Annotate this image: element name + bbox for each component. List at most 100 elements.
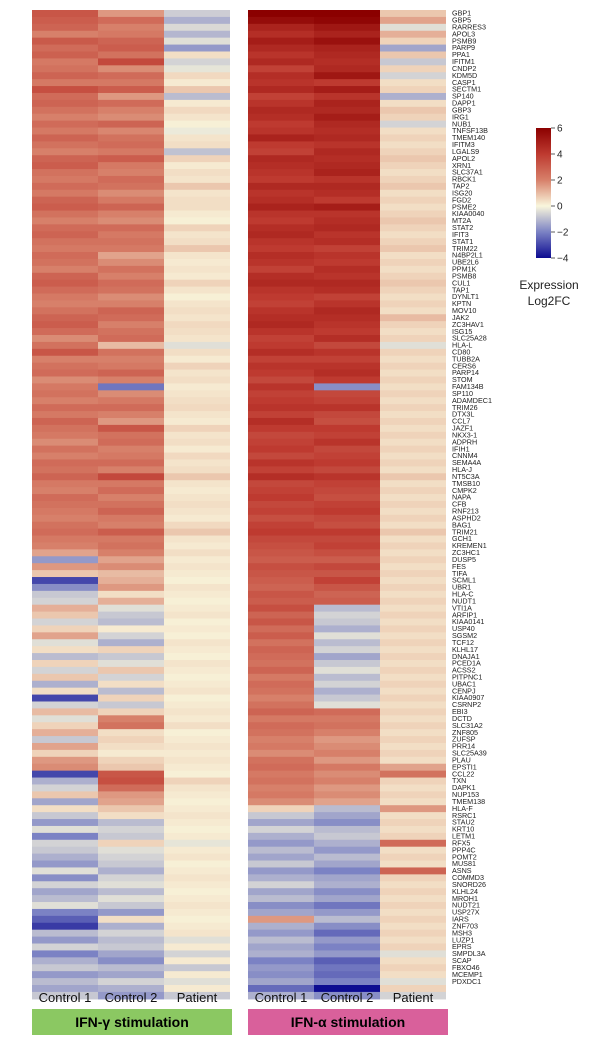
heatmap-cell-gamma-CASP1-2	[164, 79, 230, 87]
heatmap-cell-gamma-ZC3HAV1-2	[164, 321, 230, 329]
heatmap-cell-alpha-DUSP5-1	[314, 556, 380, 564]
heatmap-cell-gamma-SLC31A2-0	[32, 722, 98, 730]
heatmap-cell-gamma-CENPJ-1	[98, 687, 164, 696]
heatmap-cell-gamma-FGD2-2	[164, 196, 230, 205]
heatmap-cell-alpha-ARFIP1-0	[248, 611, 314, 620]
heatmap-cell-gamma-JAZF1-2	[164, 424, 230, 433]
heatmap-cell-alpha-TCF12-0	[248, 639, 314, 647]
heatmap-cell-alpha-ACSS2-2	[380, 666, 446, 675]
heatmap-cell-gamma-SMPDL3A-1	[98, 950, 164, 958]
heatmap-cell-gamma-RFX5-0	[32, 839, 98, 848]
gene-label-PCED1A: PCED1A	[452, 659, 481, 668]
heatmap-cell-gamma-TAP2-1	[98, 182, 164, 191]
heatmap-cell-alpha-RNF213-1	[314, 507, 380, 516]
heatmap-cell-alpha-NAPA-1	[314, 494, 380, 502]
heatmap-cell-alpha-STOM-0	[248, 376, 314, 385]
heatmap-cell-gamma-SLC25A39-1	[98, 749, 164, 758]
heatmap-cell-gamma-SLC25A28-2	[164, 335, 230, 343]
heatmap-cell-alpha-ASPHD2-1	[314, 514, 380, 523]
heatmap-cell-gamma-DTX3L-0	[32, 411, 98, 419]
heatmap-cell-gamma-TMEM138-1	[98, 798, 164, 806]
heatmap-cell-alpha-TRIM26-2	[380, 404, 446, 412]
heatmap-cell-alpha-MT2A-2	[380, 217, 446, 225]
heatmap-cell-alpha-ARFIP1-1	[314, 611, 380, 620]
heatmap-cell-gamma-KREMEN1-0	[32, 542, 98, 550]
heatmap-cell-alpha-CFB-1	[314, 500, 380, 509]
heatmap-cell-alpha-KPTN-2	[380, 300, 446, 308]
heatmap-cell-alpha-ISG20-1	[314, 189, 380, 198]
heatmap-cell-alpha-TCF12-2	[380, 639, 446, 647]
heatmap-cell-gamma-RARRES3-2	[164, 23, 230, 32]
heatmap-cell-gamma-ISG20-2	[164, 189, 230, 198]
heatmap-cell-gamma-APOL3-1	[98, 30, 164, 39]
gene-label-DUSP5: DUSP5	[452, 555, 476, 564]
sample-label-alpha-1: Control 2	[321, 990, 374, 1005]
heatmap-cell-alpha-IARS-2	[380, 915, 446, 924]
heatmap-cell-gamma-PCED1A-2	[164, 660, 230, 668]
heatmap-cell-gamma-TXN-0	[32, 777, 98, 786]
heatmap-cell-gamma-CCL7-0	[32, 417, 98, 426]
heatmap-cell-alpha-ACSS2-1	[314, 666, 380, 675]
heatmap-cell-gamma-MCEMP1-0	[32, 971, 98, 979]
heatmap-cell-alpha-FBXO46-1	[314, 964, 380, 972]
heatmap-cell-alpha-DUSP5-2	[380, 556, 446, 564]
heatmap-cell-gamma-FAM134B-0	[32, 383, 98, 391]
heatmap-cell-gamma-IARS-0	[32, 915, 98, 924]
heatmap-cell-gamma-SCML1-1	[98, 577, 164, 585]
heatmap-cell-alpha-VTI1A-0	[248, 604, 314, 613]
heatmap-cell-gamma-TRIM21-1	[98, 528, 164, 537]
gene-label-SP110: SP110	[452, 389, 473, 398]
heatmap-cell-alpha-KIAA0141-0	[248, 618, 314, 627]
gene-label-ZC3HC1: ZC3HC1	[452, 548, 480, 557]
heatmap-cell-gamma-FAM134B-2	[164, 383, 230, 391]
ifn-alpha-panel	[248, 10, 446, 1000]
heatmap-cell-alpha-USP27X-1	[314, 908, 380, 917]
heatmap-cell-alpha-TAP1-1	[314, 286, 380, 295]
heatmap-cell-gamma-POMT2-1	[98, 853, 164, 862]
gene-label-COMMD3: COMMD3	[452, 873, 484, 882]
gene-label-FBXO46: FBXO46	[452, 963, 480, 972]
gene-label-TMSB10: TMSB10	[452, 479, 480, 488]
heatmap-cell-alpha-DCTD-1	[314, 715, 380, 723]
gene-label-SMPDL3A: SMPDL3A	[452, 949, 486, 958]
heatmap-cell-gamma-CMPK2-2	[164, 487, 230, 495]
heatmap-cell-alpha-UBE2L6-0	[248, 258, 314, 267]
heatmap-cell-alpha-APOL3-1	[314, 30, 380, 39]
heatmap-cell-gamma-MCEMP1-1	[98, 971, 164, 979]
gene-label-CMPK2: CMPK2	[452, 486, 477, 495]
heatmap-cell-gamma-ZUFSP-0	[32, 736, 98, 744]
heatmap-cell-gamma-IFITM3-2	[164, 141, 230, 149]
heatmap-cell-gamma-TRIM26-0	[32, 404, 98, 412]
gene-label-N4BP2L1: N4BP2L1	[452, 251, 483, 260]
heatmap-cell-gamma-GBP3-2	[164, 106, 230, 115]
heatmap-cell-gamma-SGSM2-0	[32, 632, 98, 640]
heatmap-cell-alpha-GCH1-0	[248, 535, 314, 544]
heatmap-cell-alpha-CNNM4-2	[380, 452, 446, 461]
heatmap-cell-alpha-POMT2-2	[380, 853, 446, 862]
heatmap-cell-gamma-VTI1A-0	[32, 604, 98, 613]
gene-label-MROH1: MROH1	[452, 894, 478, 903]
gene-label-CSRNP2: CSRNP2	[452, 700, 481, 709]
heatmap-cell-gamma-POMT2-0	[32, 853, 98, 862]
heatmap-cell-alpha-ZNF703-2	[380, 922, 446, 931]
heatmap-cell-gamma-KLHL17-1	[98, 646, 164, 654]
heatmap-cell-alpha-NUDT21-0	[248, 902, 314, 910]
heatmap-cell-alpha-PPP4C-0	[248, 846, 314, 855]
heatmap-cell-gamma-SGSM2-2	[164, 632, 230, 640]
heatmap-cell-alpha-TMEM140-2	[380, 134, 446, 142]
gene-label-PITPNC1: PITPNC1	[452, 673, 482, 682]
gene-label-ZNF805: ZNF805	[452, 728, 478, 737]
heatmap-cell-gamma-APOL2-2	[164, 155, 230, 163]
heatmap-cell-gamma-ISG15-1	[98, 328, 164, 336]
gene-label-MSH3: MSH3	[452, 928, 472, 937]
heatmap-cell-alpha-TAP2-1	[314, 182, 380, 191]
gene-label-EBI3: EBI3	[452, 707, 468, 716]
heatmap-cell-alpha-N4BP2L1-1	[314, 252, 380, 260]
gene-label-SLC25A28: SLC25A28	[452, 334, 487, 343]
heatmap-cell-alpha-MROH1-0	[248, 895, 314, 903]
gene-label-EPSTI1: EPSTI1	[452, 762, 477, 771]
heatmap-cell-alpha-ZC3HC1-1	[314, 549, 380, 557]
gene-label-SLC37A1: SLC37A1	[452, 168, 483, 177]
heatmap-cell-alpha-PARP14-2	[380, 369, 446, 378]
gene-label-RFX5: RFX5	[452, 838, 470, 847]
